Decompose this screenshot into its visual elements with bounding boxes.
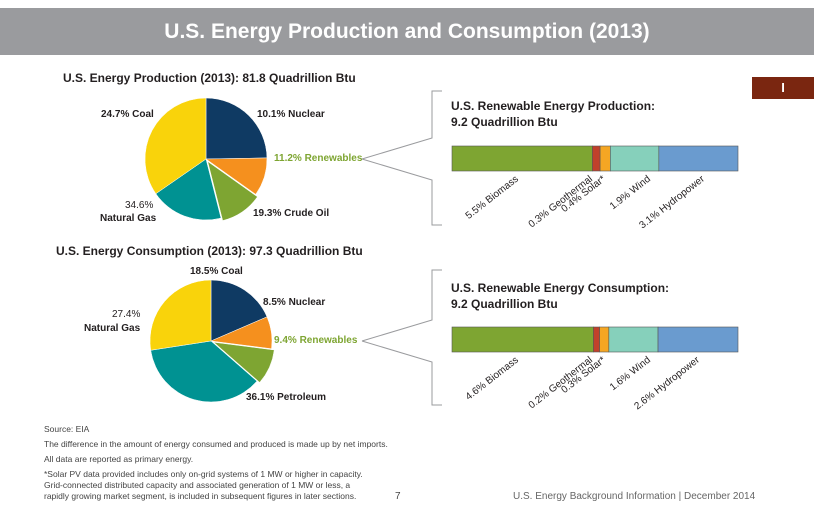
production-bar-title-line2: 9.2 Quadrillion Btu — [451, 115, 558, 129]
page-number: 7 — [395, 491, 401, 502]
prod-coal-label: 24.7% Coal — [101, 109, 154, 120]
cons-renewables-label: 9.4% Renewables — [274, 335, 358, 346]
cons-coal-label: 18.5% Coal — [190, 266, 243, 277]
cons-seg-geothermal — [593, 326, 600, 353]
cons-slice-oil — [150, 340, 258, 403]
net-imports-note: The difference in the amount of energy c… — [44, 439, 388, 449]
cons-slice-renewables — [212, 341, 275, 383]
cons-gas-pct: 27.4% — [112, 309, 141, 320]
prod-slice-oil — [155, 158, 222, 221]
production-pie — [144, 97, 268, 221]
section-tab: I — [752, 77, 814, 99]
prod-oil-label: 19.3% Crude Oil — [253, 208, 330, 219]
prod-nuclear-label: 10.1% Nuclear — [257, 109, 325, 120]
solar-footnote-line1: *Solar PV data provided includes only on… — [44, 469, 363, 479]
cons-slice-gas — [149, 279, 212, 351]
cons-slice-coal — [210, 279, 268, 342]
banner-title: U.S. Energy Production and Consumption (… — [164, 19, 650, 43]
cons-label-geothermal: 0.2% Geothermal — [527, 355, 595, 412]
consumption-bar-title: U.S. Renewable Energy Consumption: 9.2 Q… — [451, 280, 669, 312]
cons-label-wind: 1.6% Wind — [608, 355, 653, 393]
production-pie-title: U.S. Energy Production (2013): 81.8 Quad… — [63, 71, 356, 85]
cons-label-biomass: 4.6% Biomass — [464, 355, 521, 403]
cons-seg-biomass — [451, 326, 594, 353]
cons-seg-wind — [608, 326, 659, 353]
production-bar-title-line1: U.S. Renewable Energy Production: — [451, 99, 656, 113]
production-bracket — [361, 90, 442, 226]
consumption-pie — [149, 279, 275, 403]
cons-slice-nuclear — [210, 316, 273, 350]
prod-seg-geothermal — [592, 145, 601, 172]
consumption-pie-title: U.S. Energy Consumption (2013): 97.3 Qua… — [56, 244, 363, 258]
page-banner: U.S. Energy Production and Consumption (… — [0, 8, 814, 55]
prod-seg-solar — [599, 145, 611, 172]
solar-footnote: *Solar PV data provided includes only on… — [44, 469, 363, 502]
consumption-bracket — [361, 269, 442, 406]
consumption-bar-title-line1: U.S. Renewable Energy Consumption: — [451, 281, 670, 295]
consumption-bar-title-line2: 9.2 Quadrillion Btu — [451, 297, 558, 311]
footer-publication: U.S. Energy Background Information | Dec… — [513, 491, 756, 502]
prod-seg-biomass — [451, 145, 593, 172]
cons-oil-label: 36.1% Petroleum — [246, 392, 327, 403]
prod-label-biomass: 5.5% Biomass — [464, 174, 521, 222]
prod-slice-gas — [144, 97, 207, 195]
solar-footnote-line3: rapidly growing market segment, is inclu… — [44, 491, 357, 501]
prod-seg-hydropower — [658, 145, 739, 172]
source-note: Source: EIA — [44, 424, 90, 434]
cons-seg-solar — [599, 326, 610, 353]
prod-slice-renewables — [207, 160, 258, 221]
prod-slice-nuclear — [205, 157, 268, 195]
prod-gas-name: Natural Gas — [100, 213, 157, 224]
prod-label-geothermal: 0.3% Geothermal — [527, 174, 595, 231]
prod-renewables-label: 11.2% Renewables — [274, 153, 363, 164]
prod-slice-coal — [205, 97, 268, 160]
prod-gas-pct: 34.6% — [125, 200, 154, 211]
primary-energy-note: All data are reported as primary energy. — [44, 454, 194, 464]
solar-footnote-line2: Grid-connected distributed capacity and … — [44, 480, 351, 490]
cons-seg-hydropower — [657, 326, 739, 353]
production-bar-title: U.S. Renewable Energy Production: 9.2 Qu… — [451, 98, 655, 130]
prod-label-wind: 1.9% Wind — [608, 174, 653, 212]
cons-nuclear-label: 8.5% Nuclear — [263, 297, 326, 308]
prod-seg-wind — [610, 145, 660, 172]
cons-gas-name: Natural Gas — [84, 323, 141, 334]
